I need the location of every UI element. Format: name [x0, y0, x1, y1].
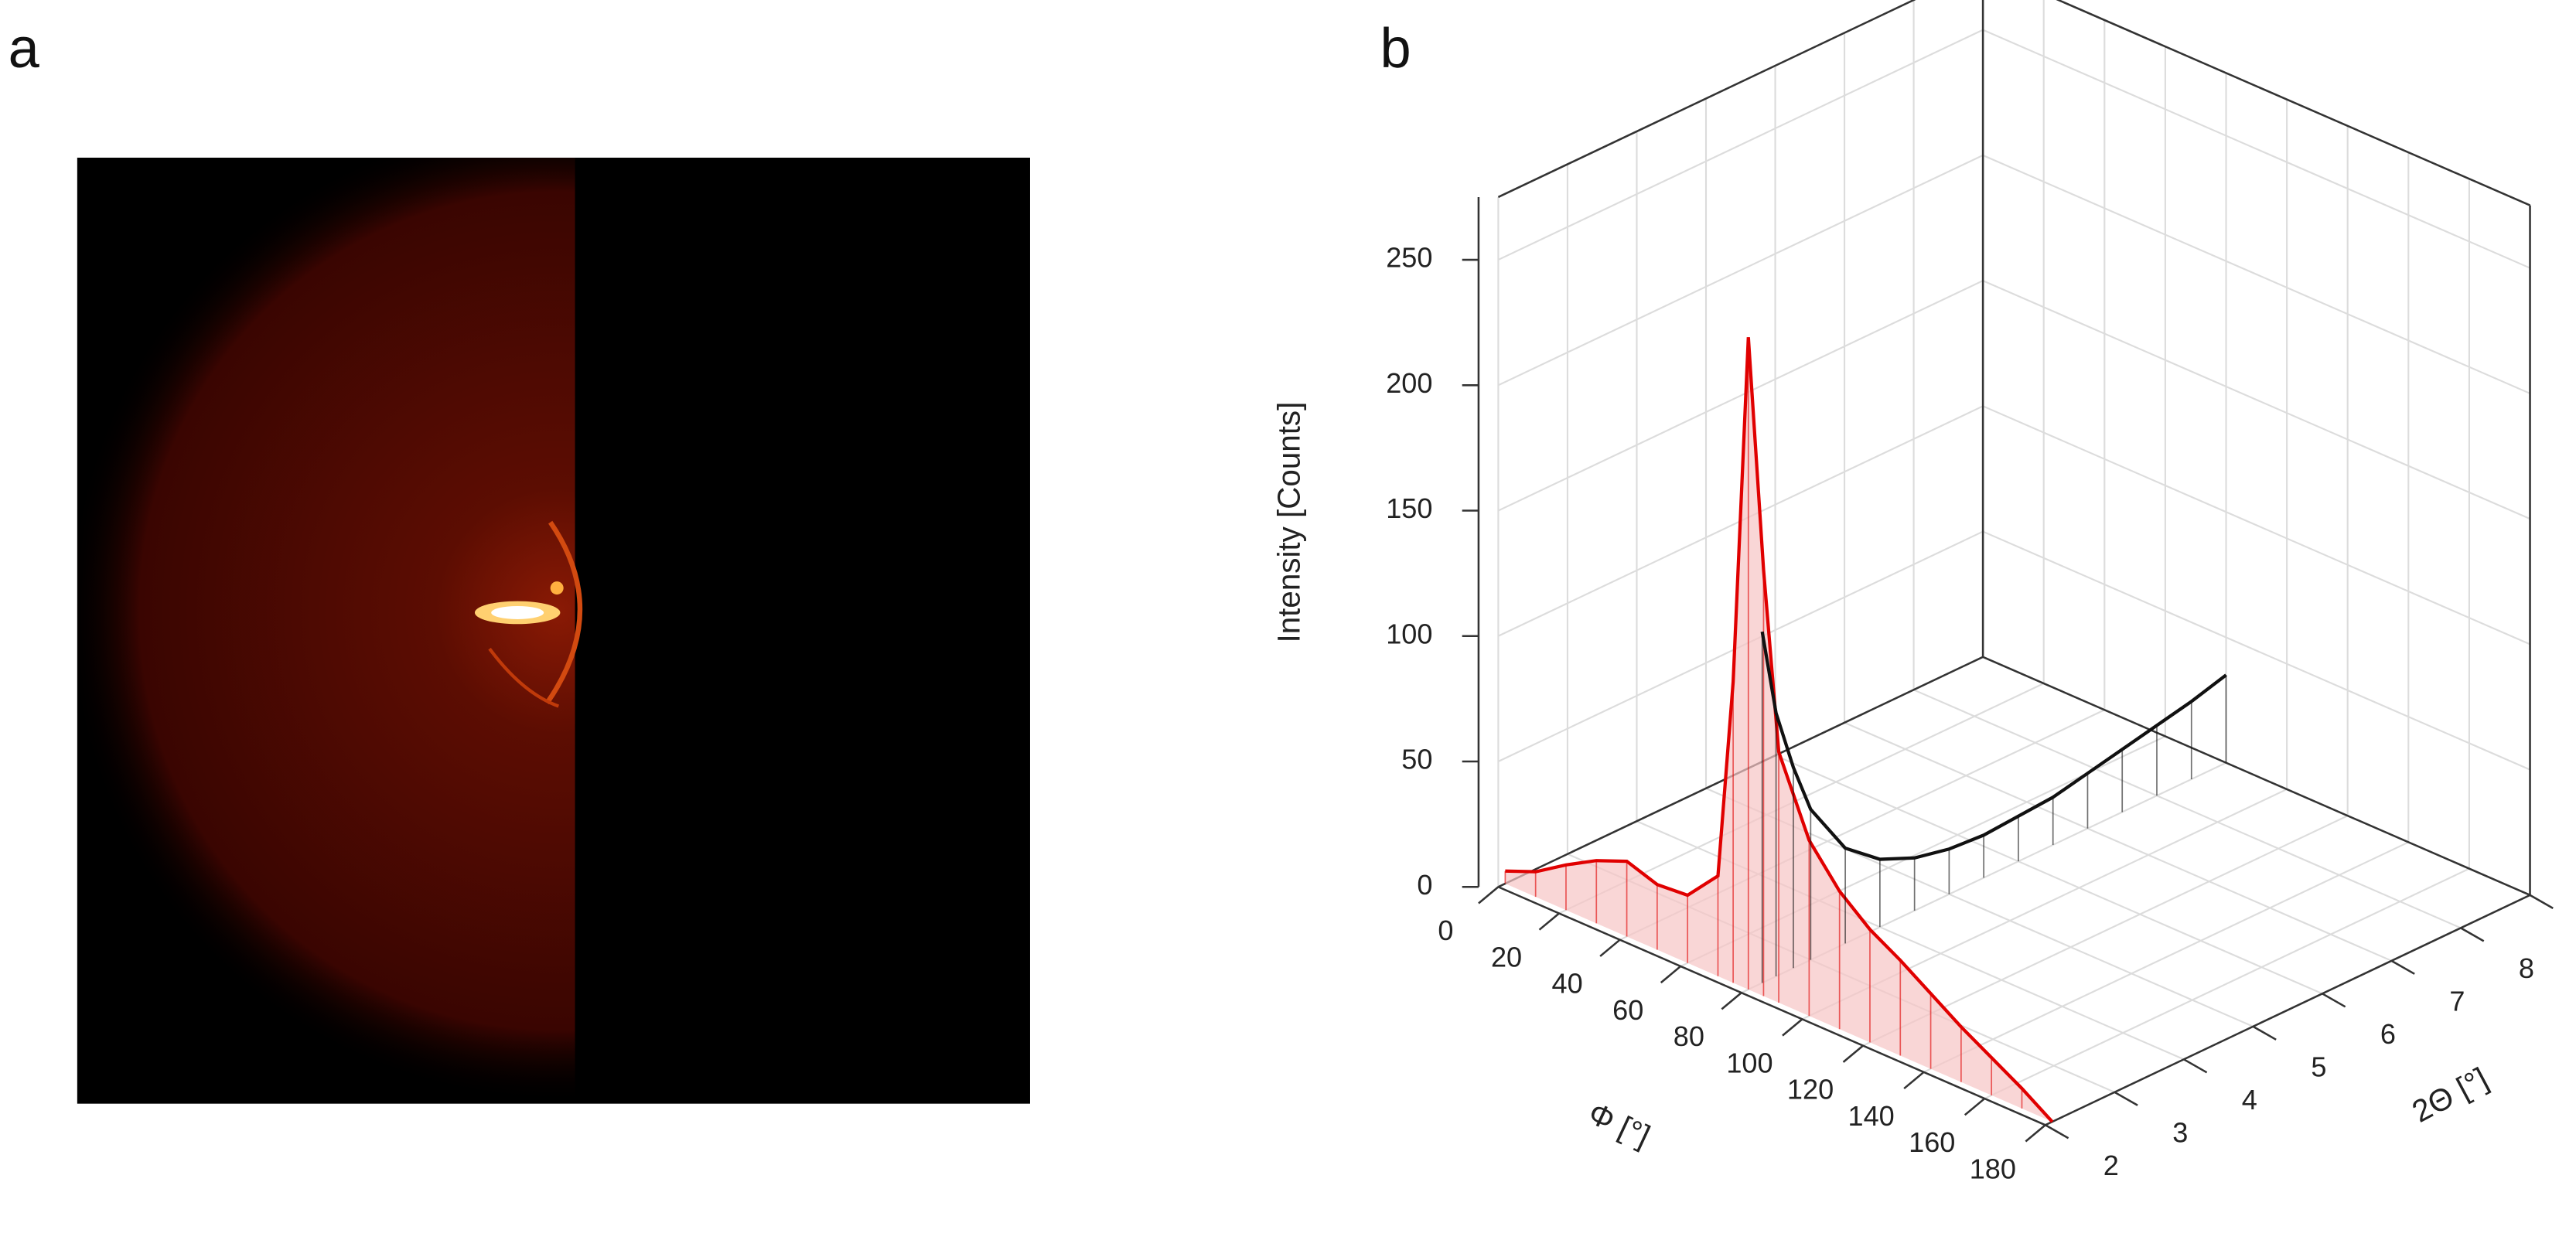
panel-label: a: [9, 18, 40, 80]
line: [1760, 631, 2227, 861]
x-tick-label: 20: [1491, 941, 1522, 973]
line: [1505, 337, 2054, 1123]
z-axis-title: Intensity [Counts]: [1271, 402, 1306, 643]
x-tick-label: 160: [1909, 1126, 1955, 1158]
grid-line: [1844, 721, 2392, 962]
y-tick-label: 7: [2449, 986, 2465, 1017]
tick: [1721, 992, 1742, 1010]
tick: [2045, 1124, 2069, 1140]
tick: [2025, 1124, 2046, 1143]
y-tick-label: 3: [2172, 1117, 2188, 1149]
frame-line: [1982, 656, 2531, 897]
tick: [1478, 886, 1500, 904]
z-tick-label: 150: [1386, 492, 1432, 524]
tick: [2460, 927, 2485, 942]
tick: [1782, 1018, 1803, 1037]
area: [1505, 337, 2052, 1122]
diffraction-image: [77, 157, 1030, 1104]
chart-3d: 0 50 100 150 200 250 0 20 40 60 80 100 120 140 160 180 2…: [1386, 0, 2554, 1184]
grid-line: [1913, 689, 2462, 929]
x-axis-title: Φ [°]: [1583, 1095, 1656, 1153]
tick: [1842, 1044, 1864, 1063]
grid-line: [1982, 29, 2530, 269]
x-tick-label: 60: [1612, 994, 1643, 1026]
grid-line: [1497, 29, 1984, 261]
x-tick-label: 140: [1848, 1100, 1895, 1132]
grid-line: [1982, 405, 2530, 646]
grid-line: [1497, 280, 1984, 512]
axis-line: [2045, 894, 2531, 1126]
grid-line: [1497, 154, 1984, 387]
tick: [2322, 993, 2346, 1008]
ring: [544, 520, 583, 705]
grid-line: [1984, 867, 2470, 1100]
tick: [2114, 1091, 2138, 1106]
y-tick-label: 8: [2519, 952, 2534, 984]
tick: [2529, 894, 2554, 909]
axis-line: [1497, 886, 2046, 1126]
tick: [2183, 1058, 2208, 1074]
y-tick-label: 6: [2380, 1018, 2396, 1050]
beam-spot: [491, 605, 544, 619]
x-tick-label: 120: [1787, 1074, 1834, 1105]
y-tick-label: 5: [2311, 1051, 2326, 1083]
x-tick-label: 80: [1674, 1020, 1704, 1052]
x-tick-label: 100: [1726, 1047, 1772, 1078]
grid-line: [1982, 280, 2530, 520]
frame-line: [1497, 0, 1916, 199]
grid-line: [1775, 755, 2323, 995]
z-tick-label: 0: [1417, 869, 1432, 901]
z-tick-label: 50: [1401, 744, 1432, 775]
x-tick-label: 180: [1970, 1153, 2016, 1184]
beam-spot: [550, 581, 564, 595]
ring: [488, 647, 560, 708]
y-tick-label: 2: [2103, 1150, 2119, 1181]
scatter-halo: [77, 157, 575, 1104]
tick: [1660, 965, 1682, 984]
x-tick-label: 0: [1438, 915, 1453, 946]
y-tick-label: 4: [2242, 1084, 2257, 1116]
tick: [2252, 1025, 2277, 1041]
tick: [1538, 912, 1560, 931]
frame-line: [2056, 0, 2531, 206]
x-tick-label: 40: [1552, 968, 1583, 1000]
tick: [1964, 1098, 1986, 1116]
z-tick-label: 100: [1386, 618, 1432, 649]
tick: [1903, 1071, 1925, 1090]
grid-line: [1982, 154, 2530, 394]
grid-line: [1923, 841, 2409, 1073]
z-tick-label: 200: [1386, 367, 1432, 399]
y-axis-title: 2Θ [°]: [2406, 1061, 2493, 1129]
tick: [1599, 939, 1621, 957]
panel-label: b: [1380, 18, 1411, 80]
tick: [2390, 959, 2415, 975]
z-tick-label: 250: [1386, 242, 1432, 274]
grid-line: [1982, 530, 2530, 771]
